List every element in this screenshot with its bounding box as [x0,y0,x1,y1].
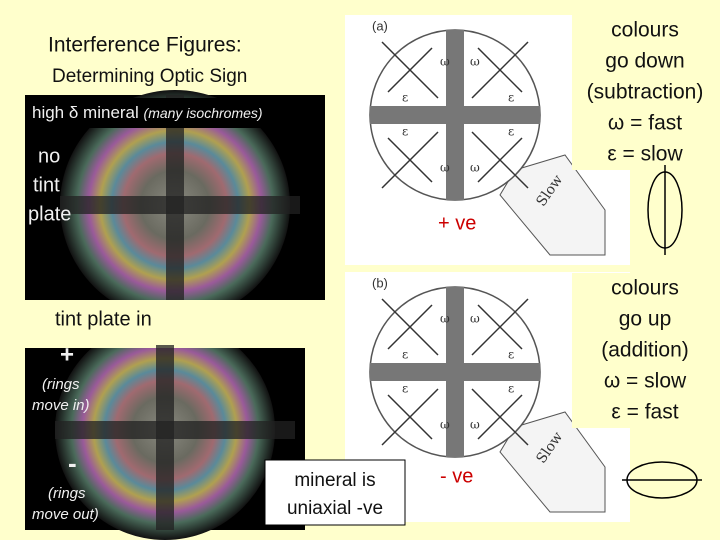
sign: - ve [440,465,473,487]
omega-label: ω [440,55,450,69]
vibration-arrow [387,304,433,350]
vibration-arrow [387,137,433,183]
note: (rings [48,485,86,502]
epsilon-label: ε [508,125,514,139]
title: Interference Figures: [48,34,242,57]
caption-strip [25,98,325,128]
caption-main: high δ mineral [32,103,139,122]
note-line: colours [611,277,679,300]
omega-label: ω [470,418,480,432]
sign: + ve [438,212,476,234]
note-line: colours [611,19,679,42]
conclusion-box [264,459,406,526]
note-line: ω = slow [604,370,687,393]
omega-label: ω [470,55,480,69]
vibration-arrow [387,47,433,93]
label: no [38,145,60,167]
caption-note: (many isochromes) [144,105,263,121]
note-line: ω = fast [608,112,682,135]
isogyre [370,363,540,381]
conclusion: uniaxial -ve [287,498,383,519]
note-line: ε = slow [607,143,683,166]
omega-label: ω [470,161,480,175]
slow-plate [499,411,606,513]
subtitle: Determining Optic Sign [52,66,247,87]
conclusion: mineral is [294,470,375,491]
vibration-arrow [387,394,433,440]
epsilon-label: ε [402,348,408,362]
vibration-arrow [477,394,523,440]
epsilon-label: ε [508,348,514,362]
omega-label: ω [440,418,450,432]
caption: tint plate in [55,308,152,330]
omega-label: ω [470,312,480,326]
note: move out) [32,506,99,523]
omega-label: ω [440,312,450,326]
note: move in) [32,397,90,414]
epsilon-label: ε [402,382,408,396]
isogyre [370,106,540,124]
panel-label: (a) [372,18,388,33]
label: plate [28,203,71,225]
caption: high δ mineral (many isochromes) [32,103,263,122]
note-line: (addition) [601,339,689,362]
epsilon-label: ε [508,382,514,396]
plus: + [60,341,74,368]
note-box [572,273,715,428]
note: (rings [42,376,80,393]
vibration-arrow [477,47,523,93]
label: tint [33,174,60,196]
note-line: go up [619,308,672,331]
note-line: go down [605,50,684,73]
note-line: (subtraction) [587,81,704,104]
caption-box [25,300,325,348]
note-line: ε = fast [611,401,678,424]
omega-label: ω [440,161,450,175]
note-box [572,15,715,170]
minus: - [68,448,77,478]
epsilon-label: ε [508,91,514,105]
slow-plate [499,154,606,256]
panel-label: (b) [372,275,388,290]
vibration-arrow [477,304,523,350]
epsilon-label: ε [402,91,408,105]
vibration-arrow [477,137,523,183]
epsilon-label: ε [402,125,408,139]
